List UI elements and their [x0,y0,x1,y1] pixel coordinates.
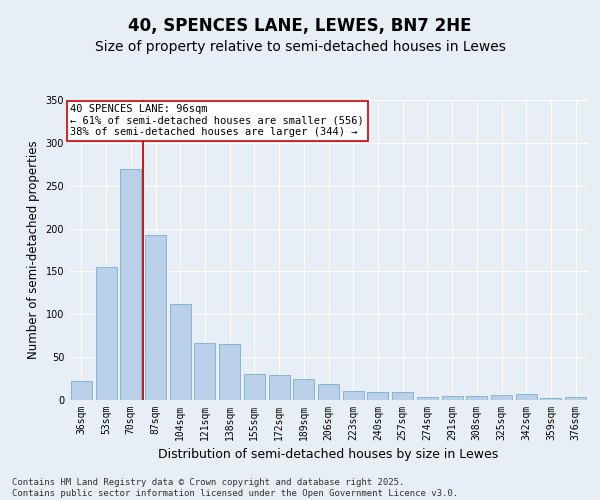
Bar [541,398,562,400]
Bar [367,392,388,400]
Bar [71,381,92,400]
Bar [95,267,116,400]
Bar [491,395,512,400]
Bar [244,374,265,400]
Bar [466,396,487,400]
Bar [194,344,215,400]
Bar [565,398,586,400]
X-axis label: Distribution of semi-detached houses by size in Lewes: Distribution of semi-detached houses by … [158,448,499,462]
Text: 40, SPENCES LANE, LEWES, BN7 2HE: 40, SPENCES LANE, LEWES, BN7 2HE [128,18,472,36]
Bar [219,344,240,400]
Bar [120,168,141,400]
Bar [293,380,314,400]
Bar [417,396,438,400]
Bar [343,390,364,400]
Bar [269,375,290,400]
Bar [442,396,463,400]
Bar [516,394,537,400]
Text: 40 SPENCES LANE: 96sqm
← 61% of semi-detached houses are smaller (556)
38% of se: 40 SPENCES LANE: 96sqm ← 61% of semi-det… [70,104,364,138]
Y-axis label: Number of semi-detached properties: Number of semi-detached properties [27,140,40,360]
Text: Size of property relative to semi-detached houses in Lewes: Size of property relative to semi-detach… [95,40,505,54]
Text: Contains HM Land Registry data © Crown copyright and database right 2025.
Contai: Contains HM Land Registry data © Crown c… [12,478,458,498]
Bar [170,304,191,400]
Bar [145,234,166,400]
Bar [318,384,339,400]
Bar [392,392,413,400]
